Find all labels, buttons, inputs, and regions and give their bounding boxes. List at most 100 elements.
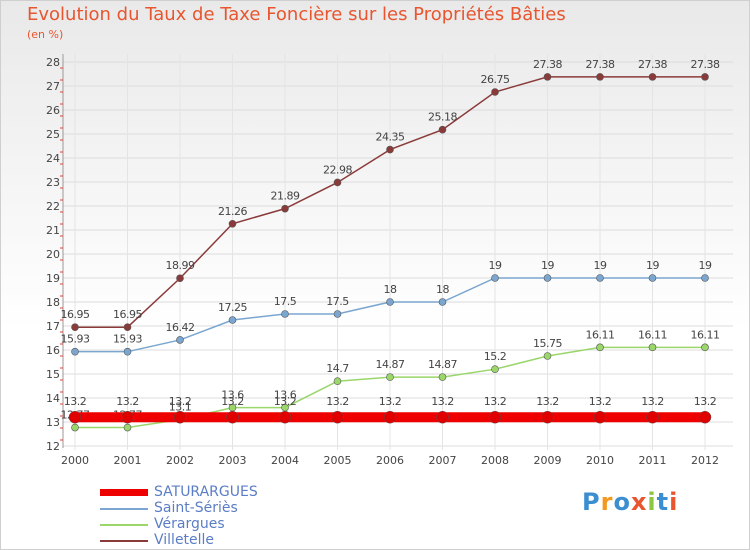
- data-point: [543, 274, 552, 282]
- x-tick-label: 2003: [219, 454, 247, 467]
- logo-letter: r: [600, 488, 614, 516]
- legend-swatch-saint-series: [100, 508, 148, 510]
- x-tick-label: 2012: [691, 454, 719, 467]
- logo-letter: t: [656, 488, 670, 516]
- data-label: 18: [436, 283, 449, 296]
- y-tick-label: 23: [46, 176, 60, 189]
- y-tick-label: 28: [46, 56, 60, 69]
- chart-title: Evolution du Taux de Taxe Foncière sur l…: [27, 4, 566, 25]
- data-label: 19: [594, 259, 607, 272]
- data-point: [701, 343, 709, 352]
- data-point: [701, 73, 709, 81]
- data-point: [596, 274, 604, 282]
- data-point: [281, 310, 289, 318]
- data-point: [333, 178, 342, 187]
- data-point: [68, 410, 82, 424]
- data-point: [543, 73, 552, 81]
- data-point: [71, 423, 79, 432]
- data-label: 13.2: [64, 395, 87, 408]
- y-tick-label: 27: [46, 80, 60, 93]
- data-point: [226, 410, 239, 424]
- y-tick-label: 25: [46, 128, 60, 141]
- data-label: 13.2: [536, 395, 559, 408]
- data-label: 16.11: [586, 328, 615, 341]
- data-point: [648, 274, 657, 282]
- data-label: 13.2: [274, 395, 297, 408]
- legend-item: Villetelle: [100, 533, 340, 549]
- data-label: 17.5: [274, 295, 297, 308]
- data-point: [121, 410, 134, 424]
- data-label: 16.11: [638, 328, 667, 341]
- data-point: [596, 73, 604, 81]
- legend-item: SATURARGUES: [100, 485, 340, 501]
- logo-letter: x: [630, 488, 648, 516]
- data-point: [698, 410, 712, 424]
- data-point: [491, 274, 499, 282]
- data-point: [541, 410, 554, 424]
- legend-swatch-saturargues: [100, 489, 148, 496]
- y-tick-label: 16: [46, 344, 60, 357]
- data-label: 19: [541, 259, 554, 272]
- data-point: [648, 343, 657, 352]
- data-point: [123, 323, 132, 332]
- data-point: [71, 323, 79, 332]
- data-label: 13.2: [169, 395, 192, 408]
- data-label: 13.1: [169, 401, 192, 414]
- data-point: [488, 410, 502, 424]
- logo-letter: o: [613, 488, 631, 516]
- data-point: [386, 298, 394, 306]
- data-label: 13.6: [274, 389, 297, 402]
- data-point: [278, 410, 292, 424]
- data-label: 18.99: [166, 259, 195, 272]
- data-point: [333, 310, 342, 318]
- data-label: 13.2: [221, 395, 244, 408]
- data-point: [331, 410, 344, 424]
- y-tick-label: 26: [46, 104, 60, 117]
- data-point: [596, 343, 604, 352]
- data-label: 15.75: [533, 337, 562, 350]
- legend-swatch-verargues: [100, 524, 148, 526]
- x-tick-label: 2005: [324, 454, 352, 467]
- data-label: 25.18: [428, 111, 457, 124]
- y-tick-label: 20: [46, 248, 60, 261]
- data-label: 27.38: [533, 58, 562, 71]
- data-label: 16.11: [691, 328, 720, 341]
- data-point: [281, 204, 289, 213]
- data-point: [123, 347, 132, 356]
- unit-label: (en %): [27, 28, 64, 41]
- data-label: 13.2: [694, 395, 717, 408]
- data-label: 21.89: [271, 190, 300, 203]
- legend-item: Vérargues: [100, 517, 340, 533]
- data-label: 13.2: [641, 395, 664, 408]
- legend-swatch-villetelle: [100, 540, 148, 542]
- data-point: [491, 365, 499, 374]
- data-point: [176, 336, 184, 344]
- data-label: 13.6: [221, 389, 244, 402]
- x-tick-label: 2002: [166, 454, 194, 467]
- logo-letter: i: [647, 488, 657, 516]
- data-label: 24.35: [376, 131, 405, 144]
- data-label: 13.2: [589, 395, 612, 408]
- data-point: [333, 377, 342, 386]
- y-tick-label: 14: [46, 392, 60, 405]
- data-label: 21.26: [218, 205, 247, 218]
- proxiti-logo: Proxiti: [582, 488, 678, 516]
- legend-label: SATURARGUES: [154, 484, 258, 500]
- logo-letter: P: [582, 488, 601, 516]
- data-point: [228, 316, 237, 324]
- data-point: [648, 73, 657, 81]
- data-label: 16.95: [61, 308, 90, 321]
- data-label: 14.87: [376, 358, 405, 371]
- data-point: [173, 410, 187, 424]
- data-label: 26.75: [481, 73, 510, 86]
- data-point: [646, 410, 659, 424]
- x-tick-label: 2001: [114, 454, 142, 467]
- data-point: [543, 352, 552, 360]
- data-point: [701, 274, 709, 282]
- data-label: 27.38: [691, 58, 720, 71]
- data-label: 17.5: [326, 295, 349, 308]
- data-label: 14.87: [428, 358, 457, 371]
- data-point: [438, 298, 447, 306]
- y-tick-label: 24: [46, 152, 60, 165]
